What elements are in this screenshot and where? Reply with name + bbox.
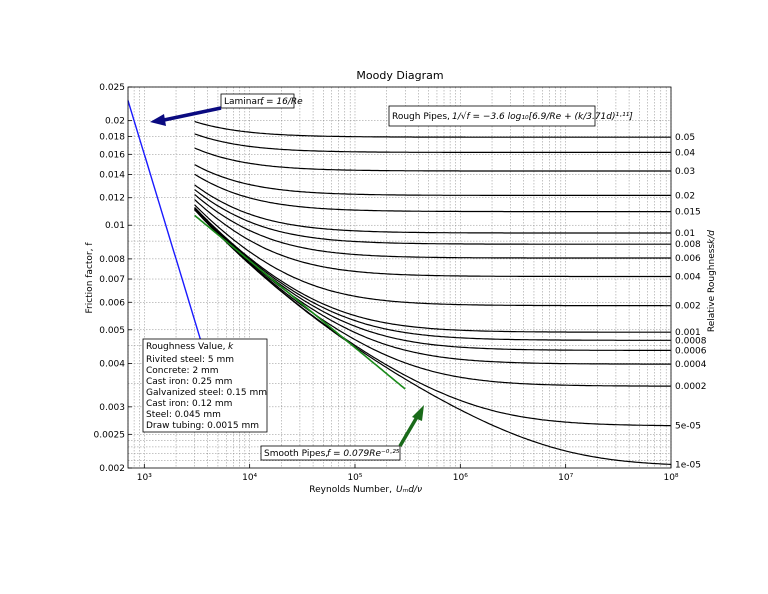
roughness-value-label: 1e-05 — [675, 460, 701, 470]
x-axis-label-math: Uₘd/ν — [396, 485, 422, 495]
laminar-annotation: Laminar, f = 16/Re — [150, 93, 303, 126]
y-tick-label: 0.002 — [99, 464, 125, 474]
roughness-curve — [194, 184, 671, 234]
roughness-value-label: 0.0002 — [675, 382, 707, 392]
roughness-value-label: 5e-05 — [675, 422, 701, 432]
rough-pipes-formula: 1/√f = −3.6 log₁₀[6.9/Re + (k/3.71d)¹·¹¹… — [452, 111, 633, 122]
x-tick-label: 10³ — [137, 473, 152, 483]
roughness-box-symbol: k — [228, 342, 234, 352]
x-axis-label-text: Reynolds Number, — [309, 485, 392, 495]
roughness-line: Draw tubing: 0.0015 mm — [146, 421, 259, 431]
rough-pipes-label: Rough Pipes, — [392, 112, 450, 122]
roughness-curve — [194, 208, 671, 387]
roughness-value-label: 0.004 — [675, 272, 701, 282]
roughness-value-label: 0.002 — [675, 302, 701, 312]
y-tick-label: 0.007 — [99, 275, 125, 285]
roughness-value-label: 0.05 — [675, 133, 695, 143]
smooth-arrow-shaft — [398, 416, 419, 447]
roughness-curve — [194, 204, 671, 307]
smooth-pipes-label: Smooth Pipes, — [264, 449, 328, 459]
roughness-value-label: 0.006 — [675, 254, 701, 264]
roughness-value-label: 0.001 — [675, 328, 701, 338]
laminar-line — [127, 100, 207, 358]
roughness-line: Galvanized steel: 0.15 mm — [146, 388, 267, 398]
roughness-value-label: 0.0008 — [675, 336, 707, 346]
roughness-value-label: 0.008 — [675, 240, 701, 250]
roughness-value-label: 0.02 — [675, 191, 695, 201]
y-axis-label: Friction factor, f — [85, 242, 95, 314]
roughness-value-label: 0.01 — [675, 229, 695, 239]
x-tick-label: 10⁴ — [242, 473, 257, 483]
roughness-value-label: 0.04 — [675, 148, 695, 158]
x-tick-label: 10⁶ — [453, 473, 468, 483]
roughness-value-label: 0.0006 — [675, 346, 707, 356]
series-lines — [127, 100, 671, 465]
x-tick-label: 10⁷ — [558, 473, 573, 483]
x-tick-label: 10⁵ — [347, 473, 362, 483]
roughness-box-title: Roughness Value, — [146, 342, 226, 352]
right-axis-label-text: Relative Roughness — [707, 244, 717, 333]
smooth-pipes-formula: f = 0.079Re⁻⁰·²⁵ — [327, 449, 400, 459]
roughness-curve — [194, 194, 671, 259]
chart-title: Moody Diagram — [356, 69, 443, 82]
right-axis-label-math: k/d — [707, 230, 717, 244]
y-tick-label: 0.016 — [99, 150, 125, 160]
y-axis-ticks: 0.025 0.02 0.018 0.016 0.014 0.012 0.01 0.008 0.… — [94, 83, 132, 474]
roughness-curve — [194, 209, 671, 465]
laminar-box — [220, 93, 295, 109]
smooth-pipes-annotation: Smooth Pipes, f = 0.079Re⁻⁰·²⁵ — [260, 405, 424, 461]
x-axis-label: Reynolds Number, Uₘd/ν — [309, 485, 422, 495]
y-tick-label: 0.014 — [99, 170, 125, 180]
y-tick-label: 0.008 — [99, 255, 125, 265]
laminar-arrow-shaft — [163, 106, 222, 122]
y-tick-label: 0.01 — [105, 221, 125, 231]
y-tick-label: 0.0025 — [94, 430, 126, 440]
roughness-value-label: 0.0004 — [675, 360, 707, 370]
y-tick-label: 0.003 — [99, 403, 125, 413]
roughness-box-frame — [142, 338, 268, 433]
y-tick-label: 0.006 — [99, 298, 125, 308]
roughness-curve — [194, 173, 671, 213]
roughness-curve — [194, 133, 671, 153]
y-tick-label: 0.018 — [99, 133, 125, 143]
plot-frame — [127, 86, 672, 469]
roughness-value-label: 0.03 — [675, 167, 695, 177]
roughness-line: Steel: 0.045 mm — [146, 410, 221, 420]
roughness-curve — [194, 207, 671, 341]
x-tick-label: 10⁸ — [663, 473, 678, 483]
roughness-curve — [194, 164, 671, 196]
roughness-line: Cast iron: 0.25 mm — [146, 377, 232, 387]
roughness-labels: 0.05 0.04 0.03 0.02 0.015 0.010.008 0.006 0.004… — [675, 133, 707, 470]
x-axis-ticks: 10³ 10⁴ 10⁵ 10⁶ 10⁷ 10⁸ — [137, 464, 679, 483]
smooth-pipes-line — [194, 214, 406, 390]
roughness-line: Rivited steel: 5 mm — [146, 355, 234, 365]
y-tick-label: 0.012 — [99, 194, 125, 204]
y-tick-label: 0.02 — [105, 117, 125, 127]
roughness-value-box: Roughness Value, k Rivited steel: 5 mm C… — [142, 338, 268, 433]
rough-pipes-box — [388, 105, 596, 127]
rough-pipes-annotation: Rough Pipes, 1/√f = −3.6 log₁₀[6.9/Re + … — [388, 105, 633, 127]
right-axis-label: Relative Roughness k/d — [707, 230, 717, 332]
roughness-curve — [194, 147, 671, 172]
roughness-value-label: 0.015 — [675, 208, 701, 218]
roughness-curve — [194, 120, 671, 138]
roughness-line: Concrete: 2 mm — [146, 366, 219, 376]
laminar-arrow-head — [150, 114, 166, 126]
roughness-curve — [194, 189, 671, 245]
roughness-line: Cast iron: 0.12 mm — [146, 399, 232, 409]
roughness-curve — [194, 199, 671, 278]
y-tick-label: 0.025 — [99, 83, 125, 93]
y-tick-label: 0.005 — [99, 326, 125, 336]
roughness-curve — [194, 206, 671, 333]
smooth-arrow-head — [412, 405, 424, 421]
y-tick-label: 0.004 — [99, 359, 125, 369]
laminar-formula: f = 16/Re — [260, 97, 303, 107]
smooth-pipes-box — [260, 445, 401, 461]
laminar-label: Laminar, — [224, 97, 264, 107]
grid — [127, 86, 672, 468]
